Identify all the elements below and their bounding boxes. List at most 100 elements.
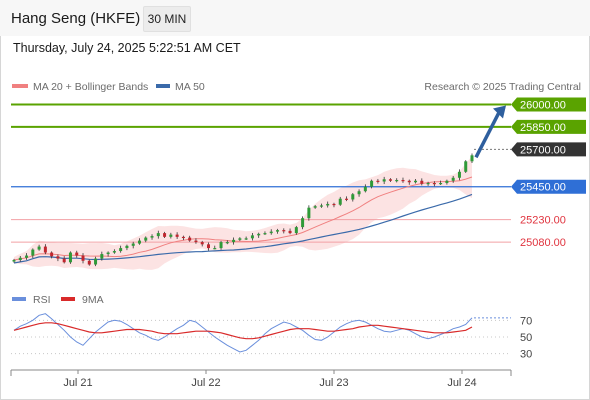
level-label-5: 25080.00 <box>520 237 566 249</box>
candle-body <box>175 234 179 237</box>
ma20-legend-label: MA 20 + Bollinger Bands <box>33 81 148 93</box>
candle-body <box>401 180 405 182</box>
candle <box>282 228 286 234</box>
rsi-line <box>13 313 473 353</box>
candle-body <box>87 260 91 265</box>
candle <box>75 250 79 258</box>
candle-body <box>363 186 367 192</box>
candle <box>370 179 374 189</box>
arrow-head <box>493 105 506 119</box>
candle-body <box>432 183 436 185</box>
candle-body <box>12 260 16 262</box>
level-text: 25230.00 <box>520 215 566 227</box>
candle-body <box>188 237 192 241</box>
candle <box>206 242 210 251</box>
timeframe-button[interactable]: 30 MIN <box>143 6 191 32</box>
candle-body <box>345 198 349 200</box>
candle-body <box>56 256 60 259</box>
ma20-line <box>13 176 473 261</box>
candle-body <box>357 191 361 195</box>
candle <box>94 256 98 267</box>
candle <box>56 254 60 262</box>
candle <box>464 160 468 173</box>
rsi-ma-legend-swatch <box>61 297 75 301</box>
level-label-3: 25450.00 <box>511 179 586 194</box>
candle <box>244 236 248 240</box>
rsi-legend-swatch <box>12 297 26 301</box>
level-text: 25700.00 <box>520 144 566 156</box>
candle <box>125 244 129 251</box>
candle-body <box>282 230 286 232</box>
candle-body <box>94 258 98 265</box>
candle <box>313 204 317 209</box>
candle <box>276 228 280 234</box>
candle-body <box>225 242 229 244</box>
candle <box>301 216 305 230</box>
level-text: 26000.00 <box>520 99 566 111</box>
candle-body <box>43 246 47 253</box>
candle-body <box>156 233 160 237</box>
credit-label: Research © 2025 Trading Central <box>424 81 581 93</box>
candle-body <box>388 179 392 181</box>
candle-body <box>451 177 455 181</box>
level-tag <box>511 179 586 194</box>
candle-body <box>163 233 167 237</box>
candle <box>37 244 41 251</box>
level-tag <box>511 142 586 157</box>
candle-body <box>457 171 461 178</box>
candle <box>81 253 85 264</box>
arrow-shaft <box>474 111 501 159</box>
candle <box>263 231 267 236</box>
level-text: 25080.00 <box>520 237 566 249</box>
candle <box>307 205 311 221</box>
candle <box>156 230 160 239</box>
candle <box>338 196 342 206</box>
candle <box>432 181 436 187</box>
candle-body <box>137 240 141 244</box>
x-tick-label: Jul 22 <box>191 377 220 389</box>
candle-body <box>206 244 210 249</box>
candle <box>232 237 236 245</box>
candle <box>288 228 292 235</box>
bollinger-band <box>14 156 472 270</box>
rsi-legend-label: RSI <box>33 294 51 306</box>
rsi-tick-label: 30 <box>520 349 532 361</box>
ma50-line <box>13 193 473 264</box>
candle <box>50 251 54 259</box>
rsi-ma-legend-label: 9MA <box>82 294 104 306</box>
candle-body <box>470 155 474 162</box>
rsi-tick-label: 50 <box>520 332 532 344</box>
candle <box>200 240 204 247</box>
candle-body <box>294 227 298 234</box>
candle-body <box>50 252 54 257</box>
candle-body <box>420 180 424 184</box>
candle-body <box>112 251 116 253</box>
candle-body <box>464 161 468 172</box>
candle-body <box>125 245 129 249</box>
candle-body <box>257 233 261 236</box>
candle <box>238 237 242 242</box>
candle-body <box>106 252 110 255</box>
candle-body <box>250 235 254 239</box>
candle <box>31 248 35 259</box>
x-tick-label: Jul 23 <box>319 377 348 389</box>
candle-body <box>276 230 280 232</box>
candle <box>319 203 323 208</box>
candle-body <box>351 194 355 200</box>
ma50-legend-swatch <box>156 84 170 88</box>
candle <box>225 240 229 245</box>
ma20-legend-swatch <box>12 84 28 88</box>
candle-body <box>37 246 41 250</box>
level-label-4: 25230.00 <box>520 215 566 227</box>
candle <box>407 179 411 185</box>
bollinger-fill <box>14 156 472 270</box>
candles <box>12 153 474 267</box>
candle <box>213 245 217 250</box>
candle <box>219 240 223 250</box>
candle <box>43 244 47 255</box>
candle <box>100 251 104 261</box>
candle <box>250 232 254 241</box>
candle <box>332 202 336 208</box>
candle-body <box>313 206 317 208</box>
candle <box>144 236 148 243</box>
